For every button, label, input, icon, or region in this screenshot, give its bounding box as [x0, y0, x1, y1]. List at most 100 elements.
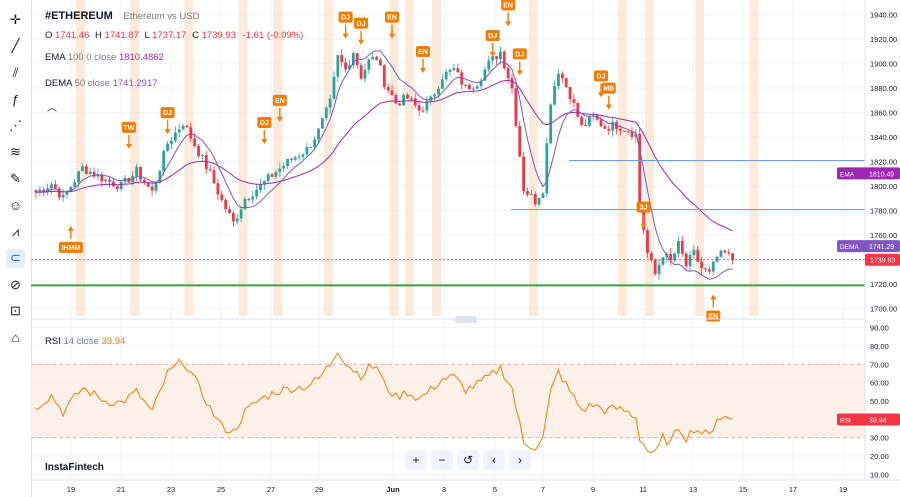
dema-line: [35, 50, 733, 280]
zoom-in-button[interactable]: +: [405, 450, 427, 470]
emoji-icon[interactable]: ☺: [8, 197, 23, 213]
signal-marker: [58, 241, 83, 253]
event-band: [273, 0, 283, 316]
brush-icon[interactable]: ✎: [10, 170, 21, 186]
candle: [448, 69, 452, 72]
candle: [491, 56, 495, 61]
candle: [518, 125, 522, 157]
candle: [560, 73, 564, 79]
candle: [707, 269, 711, 272]
event-band: [130, 0, 140, 316]
candle: [483, 69, 487, 81]
reset-button[interactable]: ↺: [457, 450, 479, 470]
signal-arrow-head: [342, 33, 349, 39]
signal-arrow-head: [710, 294, 717, 300]
candle: [572, 99, 576, 103]
candle: [231, 213, 235, 222]
candle: [499, 51, 502, 59]
price-tick-label: 1900.00: [870, 60, 897, 69]
candle: [34, 189, 38, 193]
event-band: [749, 0, 759, 316]
time-tick-label: 5: [493, 485, 497, 494]
event-band: [238, 0, 248, 316]
candle: [479, 80, 483, 87]
candle: [425, 100, 429, 111]
symbol-name[interactable]: #ETHEREUM: [45, 10, 113, 22]
trend-line-icon[interactable]: ╱: [11, 38, 20, 53]
candle: [657, 264, 661, 275]
time-tick-label: Jun: [386, 485, 400, 494]
crosshair-icon[interactable]: ✛: [10, 11, 21, 27]
price-tick-label: 1880.00: [870, 84, 897, 93]
candle: [173, 132, 177, 141]
candle: [514, 88, 518, 126]
signal-marker: [272, 94, 287, 106]
pane-resize-handle: [455, 316, 477, 323]
candle: [290, 158, 293, 160]
rsi-background: [31, 364, 865, 438]
candle: [634, 133, 638, 137]
signal-marker: [338, 11, 353, 23]
candle: [201, 155, 204, 157]
candle: [247, 198, 251, 200]
signal-label: MB: [603, 86, 614, 93]
channel-icon[interactable]: ⫽: [12, 64, 19, 80]
candle: [262, 181, 266, 185]
candle: [351, 53, 355, 66]
candle: [189, 127, 193, 139]
price-tick-label: 1840.00: [870, 133, 897, 142]
measure-icon[interactable]: ≋: [10, 144, 21, 159]
chart-area[interactable]: IHMM TW DJ DJ EN DJ DJ EN EN DJ EN DJ DJ MB 3J EN 1940.0…: [31, 0, 900, 497]
candle: [584, 125, 587, 127]
candle: [526, 191, 529, 195]
rsi-legend[interactable]: RSI 14 close 39.94: [45, 336, 125, 347]
event-band: [389, 0, 399, 316]
ema-name: EMA: [45, 52, 66, 63]
close-label: C: [192, 30, 199, 41]
price-tick-label: 1760.00: [870, 231, 897, 240]
candle: [53, 184, 57, 189]
high-value: 1741.87: [104, 30, 139, 41]
rsi-value: 39.94: [101, 336, 126, 347]
scroll-left-button[interactable]: ‹: [483, 450, 505, 470]
chart-navigation: + − ↺ ‹ ›: [405, 450, 531, 470]
magnet-icon[interactable]: ⊂: [6, 248, 25, 268]
candle: [371, 57, 375, 60]
candle: [363, 69, 367, 79]
fib-icon[interactable]: ƒ: [11, 91, 20, 107]
event-band: [644, 0, 654, 316]
candle: [208, 169, 212, 171]
signal-marker: [160, 107, 175, 119]
candle: [146, 182, 150, 187]
forecast-icon[interactable]: ⩘: [11, 223, 20, 239]
rsi-tick-label: 50.00: [870, 397, 889, 406]
hide-icon[interactable]: ⊘: [10, 276, 21, 292]
collapse-legend-icon[interactable]: ︿: [47, 103, 57, 114]
candle: [166, 143, 169, 151]
time-tick-label: 11: [639, 485, 647, 494]
eye-icon[interactable]: ⌂: [11, 330, 20, 345]
candle: [603, 126, 607, 129]
candle: [688, 255, 692, 267]
ema-legend[interactable]: EMA 100 0 close 1810.4862: [45, 52, 164, 63]
axis-tag: [837, 240, 900, 253]
candle: [115, 186, 119, 190]
dema-value: 1741.2917: [112, 78, 158, 89]
axis-tag: [837, 167, 900, 180]
zoom-out-button[interactable]: −: [431, 450, 453, 470]
scroll-right-button[interactable]: ›: [509, 450, 531, 470]
lock-icon[interactable]: ⊡: [10, 303, 21, 318]
pattern-icon[interactable]: ⋰: [9, 117, 22, 133]
candle: [50, 184, 53, 189]
candle: [711, 261, 715, 272]
candle: [638, 133, 642, 206]
signal-arrow-head: [67, 225, 74, 231]
candle: [135, 167, 139, 176]
time-tick-label: 25: [217, 485, 225, 494]
rsi-tag-value: 39.94: [869, 417, 887, 424]
time-tick-label: 3: [442, 485, 446, 494]
signal-arrow-head: [358, 39, 365, 45]
dema-legend[interactable]: DEMA 50 close 1741.2917: [45, 78, 158, 89]
candle: [266, 174, 270, 182]
candle: [464, 84, 467, 86]
